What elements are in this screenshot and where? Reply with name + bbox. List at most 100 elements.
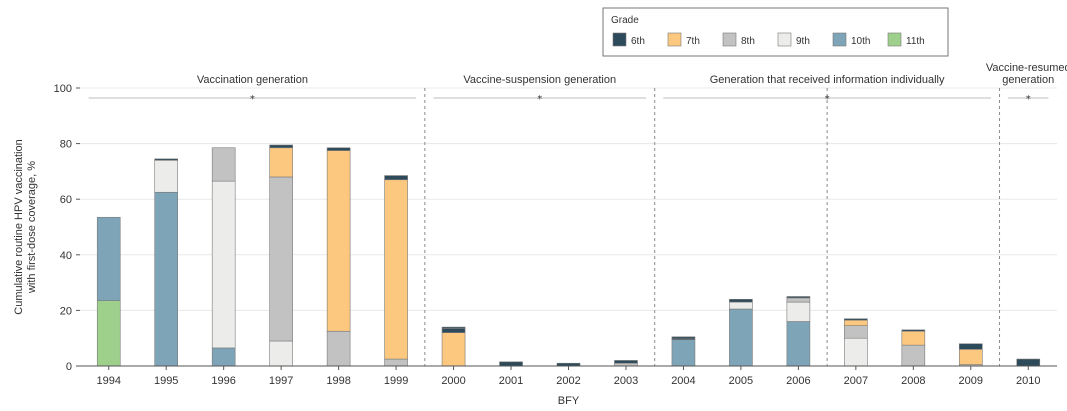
bar-segment-2005-9th	[729, 301, 753, 310]
legend-swatch-8th	[722, 32, 737, 47]
generation-separators	[424, 88, 1001, 366]
bar-segment-1995-10th	[154, 191, 179, 367]
significance-mark: *	[250, 94, 255, 105]
bar-segment-1994-10th	[96, 216, 121, 301]
y-axis-title: Cumulative routine HPV vaccinationwith f…	[13, 139, 38, 314]
x-tick-label: 2008	[901, 375, 925, 387]
x-tick-label: 2009	[959, 375, 983, 387]
bar-segment-2004-6th-base	[671, 336, 696, 339]
axes: 0 20 40 60 80 100 1994 1995 1996 1997 1998 1999 2000…	[13, 83, 1057, 407]
y-tick-label: 0	[66, 361, 72, 373]
legend-label-8th: 8th	[741, 36, 755, 47]
x-tick-label: 1994	[96, 375, 120, 387]
bar-segment-1997-6th-base	[269, 144, 293, 149]
bar-segment-2007-9th	[844, 337, 868, 367]
x-axis-title: BFY	[558, 395, 580, 407]
bar-segment-2007-8th	[844, 325, 868, 339]
bar-segment-2008-7th	[901, 330, 926, 346]
legend-label-6th: 6th	[631, 36, 645, 47]
legend-swatch-7th	[667, 32, 682, 47]
bar-segment-1996-9th	[211, 180, 236, 349]
bar-segment-1996-10th	[211, 347, 236, 367]
legend-label-7th: 7th	[686, 36, 700, 47]
x-tick-label: 1996	[211, 375, 235, 387]
legend-label-10th: 10th	[851, 36, 870, 47]
bar-segment-2000-6th-base	[441, 326, 466, 329]
bar-segment-1999-8th	[384, 358, 408, 367]
legend: Grade 6th 7th 8th 9th 10th 11th	[602, 7, 949, 57]
legend-swatch-9th	[777, 32, 792, 47]
bars	[96, 144, 1041, 367]
bar-segment-1997-7th	[269, 147, 293, 178]
y-tick-label: 20	[60, 305, 72, 317]
x-tick-label: 2005	[729, 375, 753, 387]
y-tick-label: 40	[60, 250, 72, 262]
legend-label-11th: 11th	[906, 36, 925, 47]
bar-segment-2009-6th	[958, 343, 983, 350]
bar-segment-1999-6th	[384, 175, 408, 181]
legend-swatch-6th	[612, 32, 627, 47]
bar-segment-2001-6th	[499, 361, 523, 367]
legend-title: Grade	[611, 15, 639, 26]
generation-label: Generation that received information ind…	[710, 74, 945, 86]
significance-mark: *	[825, 94, 830, 105]
y-tick-label: 80	[60, 139, 72, 151]
x-tick-label: 1997	[269, 375, 293, 387]
x-tick-label: 2002	[556, 375, 580, 387]
bar-segment-2006-9th	[786, 301, 811, 322]
bar-segment-2000-7th	[441, 332, 466, 367]
bar-segment-1998-6th	[326, 147, 351, 151]
bar-segment-2006-6th	[786, 296, 811, 299]
y-tick-label: 60	[60, 194, 72, 206]
bar-segment-2005-6th	[729, 298, 753, 303]
bar-segment-1998-7th	[326, 150, 351, 332]
bar-segment-1996-8th	[211, 147, 236, 182]
significance-mark: *	[1026, 94, 1031, 105]
bar-segment-1994-11th	[96, 300, 121, 367]
bar-segment-1997-9th	[269, 340, 293, 367]
legend-label-9th: 9th	[796, 36, 810, 47]
generation-label-line: generation	[1002, 74, 1054, 86]
x-tick-label: 1999	[384, 375, 408, 387]
bar-segment-2006-10th	[786, 321, 811, 367]
legend-box	[602, 7, 949, 57]
x-tick-label: 2010	[1016, 375, 1040, 387]
bar-segment-2000-6th	[441, 328, 466, 333]
x-tick-label: 2006	[786, 375, 810, 387]
bar-segment-2006-8th	[786, 297, 811, 303]
x-tick-label: 1995	[154, 375, 178, 387]
y-axis-title-line: with first-dose coverage, %	[26, 161, 38, 294]
y-axis-title-line: Cumulative routine HPV vaccination	[13, 139, 25, 314]
bar-segment-1995-6th-base	[154, 158, 179, 161]
generation-label-line: Vaccine-resumed	[986, 62, 1067, 74]
x-tick-label: 1998	[326, 375, 350, 387]
grid	[80, 87, 1057, 311]
bar-segment-2009-7th	[958, 349, 983, 365]
bar-segment-2007-7th	[844, 319, 868, 326]
bar-segment-2007-6th	[844, 318, 868, 321]
significance-mark: *	[537, 94, 542, 105]
generation-label: Vaccine-resumed generation	[986, 62, 1067, 86]
x-tick-label: 2001	[499, 375, 523, 387]
x-tick-label: 2000	[441, 375, 465, 387]
x-tick-label: 2003	[614, 375, 638, 387]
bar-segment-2004-10th	[671, 339, 696, 367]
bar-segment-1997-8th	[269, 176, 293, 342]
generation-labels: * Vaccination generation * Vaccine-suspensi…	[88, 62, 1067, 105]
legend-swatch-10th	[832, 32, 847, 47]
x-tick-label: 2007	[844, 375, 868, 387]
x-tick-label: 2004	[671, 375, 695, 387]
bar-segment-2008-6th	[901, 329, 926, 332]
bar-segment-2003-6th	[614, 360, 638, 364]
bar-segment-1998-8th	[326, 330, 351, 367]
bar-segment-1995-9th	[154, 159, 179, 193]
y-tick-label: 100	[54, 83, 72, 95]
bar-segment-2008-8th	[901, 344, 926, 367]
bar-segment-2005-10th	[729, 308, 753, 367]
legend-swatch-11th	[887, 32, 902, 47]
bar-segment-1999-7th	[384, 179, 408, 360]
generation-label: Vaccination generation	[197, 74, 308, 86]
generation-label: Vaccine-suspension generation	[463, 74, 616, 86]
